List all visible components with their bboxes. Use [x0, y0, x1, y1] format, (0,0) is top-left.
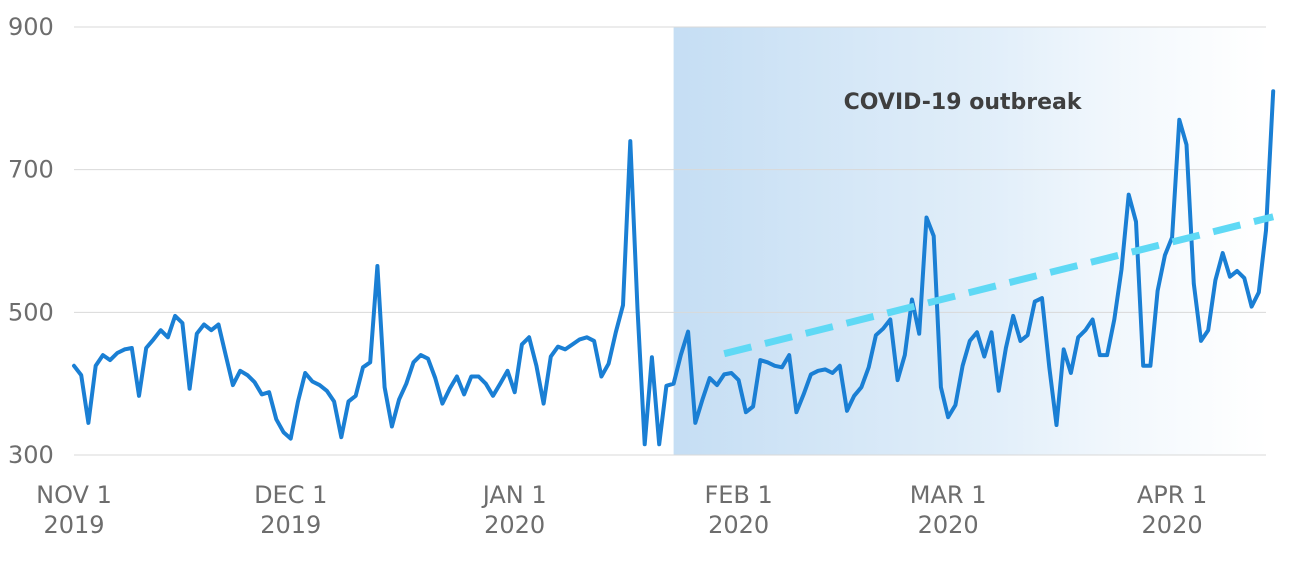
x-tick-year-5: 2020: [1142, 511, 1203, 539]
x-tick-label-1: DEC 1: [254, 481, 327, 509]
x-tick-label-2: JAN 1: [481, 481, 547, 509]
x-tick-label-4: MAR 1: [910, 481, 987, 509]
x-tick-label-3: FEB 1: [704, 481, 772, 509]
covid-outbreak-label: COVID-19 outbreak: [844, 90, 1083, 115]
series-line-0: [72, 89, 1276, 447]
x-tick-year-4: 2020: [918, 511, 979, 539]
y-tick-label-500: 500: [8, 298, 54, 326]
x-tick-year-1: 2019: [260, 511, 321, 539]
x-tick-year-0: 2019: [43, 511, 104, 539]
x-tick-label-0: NOV 1: [36, 481, 112, 509]
y-tick-label-300: 300: [8, 441, 54, 469]
y-tick-label-700: 700: [8, 156, 54, 184]
trend-line: [723, 213, 1275, 358]
x-tick-year-3: 2020: [708, 511, 769, 539]
x-tick-label-5: APR 1: [1137, 481, 1207, 509]
y-tick-label-900: 900: [8, 13, 54, 41]
x-tick-year-2: 2020: [484, 511, 545, 539]
